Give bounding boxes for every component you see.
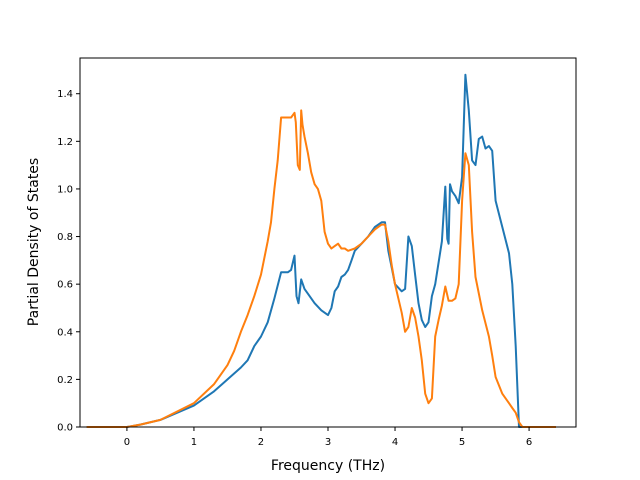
x-tick-label: 5 [459,437,465,448]
series-layer [86,73,556,428]
x-tick-label: 3 [325,437,331,448]
x-tick-label: 1 [191,437,197,448]
y-axis: 0.0 0.2 0.4 0.6 0.8 1.0 1.2 1.4 [57,89,80,434]
x-tick-label: 2 [258,437,264,448]
series-line-2 [86,109,556,428]
y-tick-label: 0.8 [57,232,73,243]
x-axis: 0 1 2 3 4 5 6 [124,427,532,448]
y-tick-label: 1.4 [57,89,73,100]
y-axis-label: Partial Density of States [26,158,42,326]
x-tick-label: 4 [392,437,398,448]
x-axis-label: Frequency (THz) [271,458,385,474]
y-tick-label: 1.2 [57,137,73,148]
y-tick-label: 0.2 [57,375,73,386]
y-tick-label: 1.0 [57,184,73,195]
y-tick-label: 0.4 [57,327,73,338]
x-tick-label: 0 [124,437,130,448]
y-tick-label: 0.6 [57,280,73,291]
x-tick-label: 6 [526,437,532,448]
y-tick-label: 0.0 [57,423,73,434]
